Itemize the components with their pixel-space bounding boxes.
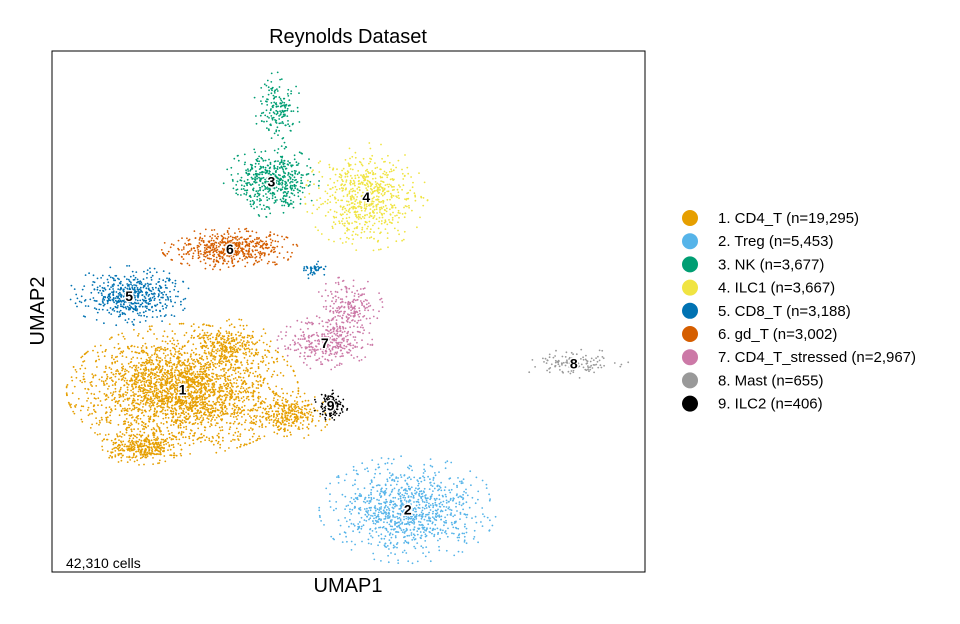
cluster-labels: 1 2 3 4 5 6 7 8 9 xyxy=(124,172,580,519)
legend-label-4: 4. ILC1 (n=3,667) xyxy=(718,280,835,297)
cluster-label-6: 6 xyxy=(226,241,234,257)
cluster-label-8: 8 xyxy=(570,356,578,372)
series-1-points xyxy=(65,318,331,466)
legend-label-2: 2. Treg (n=5,453) xyxy=(718,233,834,250)
cluster-label-4: 4 xyxy=(362,189,370,205)
plot-frame xyxy=(51,50,646,573)
legend-marker-8 xyxy=(682,372,698,389)
cluster-label-9: 9 xyxy=(327,397,335,413)
legend-label-1: 1. CD4_T (n=19,295) xyxy=(718,210,859,227)
legend-marker-6 xyxy=(682,326,698,342)
legend-label-7: 7. CD4_T_stressed (n=2,967) xyxy=(718,349,916,366)
cell-count-label: 42,310 cells xyxy=(66,555,141,571)
legend-label-3: 3. NK (n=3,677) xyxy=(718,256,824,273)
scatter-points xyxy=(65,71,630,565)
series-8-points xyxy=(528,348,630,379)
legend-marker-1 xyxy=(682,210,698,226)
series-3-points xyxy=(222,71,320,218)
cluster-label-7: 7 xyxy=(321,335,329,351)
legend-marker-5 xyxy=(682,302,698,319)
cluster-label-3: 3 xyxy=(268,173,276,189)
cluster-label-1: 1 xyxy=(179,382,187,398)
legend-marker-3 xyxy=(682,256,698,273)
series-7-points xyxy=(276,276,384,371)
legend: 1. CD4_T (n=19,295) 2. Treg (n=5,453) 3. N… xyxy=(682,210,916,413)
series-9-points xyxy=(313,389,349,421)
chart-title: Reynolds Dataset xyxy=(269,26,427,48)
series-2-points xyxy=(318,455,497,565)
legend-marker-4 xyxy=(682,279,698,296)
y-axis-label: UMAP2 xyxy=(27,277,49,346)
legend-marker-7 xyxy=(682,349,698,366)
legend-label-9: 9. ILC2 (n=406) xyxy=(718,396,823,413)
series-5-points xyxy=(69,260,327,327)
legend-label-6: 6. gd_T (n=3,002) xyxy=(718,326,837,343)
cluster-label-2: 2 xyxy=(404,502,412,518)
series-6-points xyxy=(160,227,299,271)
legend-marker-9 xyxy=(682,395,698,412)
legend-label-8: 8. Mast (n=655) xyxy=(718,372,823,389)
x-axis-label: UMAP1 xyxy=(314,575,383,597)
legend-marker-2 xyxy=(682,233,698,250)
series-4-points xyxy=(304,142,429,252)
legend-label-5: 5. CD8_T (n=3,188) xyxy=(718,303,851,320)
cluster-label-5: 5 xyxy=(125,288,133,304)
